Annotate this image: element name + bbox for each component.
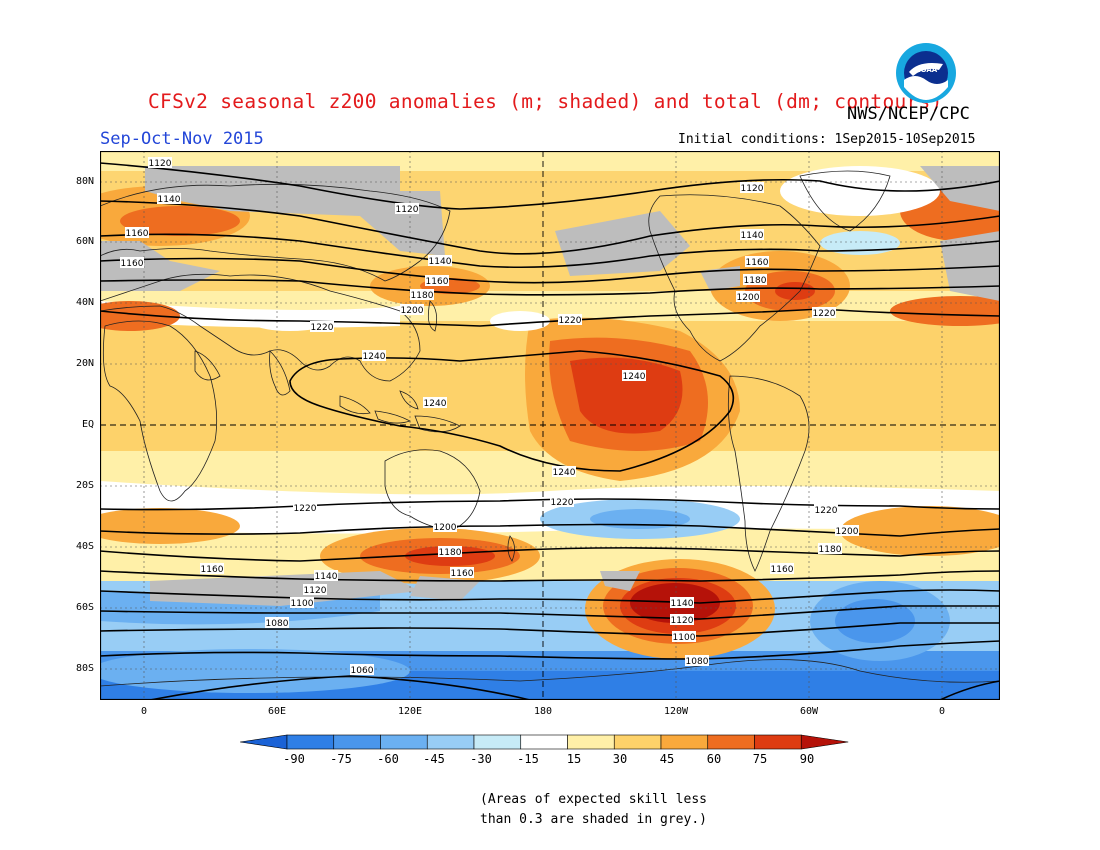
- colorbar-label: -60: [377, 752, 399, 766]
- contour-label: 1180: [819, 545, 842, 555]
- map-title: CFSv2 seasonal z200 anomalies (m; shaded…: [148, 90, 943, 113]
- contour-label: 1200: [401, 306, 424, 316]
- colorbar-label: 45: [659, 752, 675, 766]
- anomaly-map: 1120 1120 1120 1140 1140 1140 1160 1160 …: [100, 151, 1000, 700]
- colorbar-label: 90: [799, 752, 815, 766]
- contour-label: 1160: [746, 258, 769, 268]
- lat-label: 40N: [75, 297, 94, 308]
- colorbar-cell: [380, 734, 428, 750]
- contour-label: 1180: [744, 276, 767, 286]
- contour-label: 1140: [741, 231, 764, 241]
- contour-label: 1240: [424, 399, 447, 409]
- noaa-logo-text: NOAA: [915, 66, 938, 74]
- lat-label: EQ: [81, 419, 94, 430]
- colorbar-cell: [473, 734, 522, 750]
- lon-label: 0: [938, 706, 946, 717]
- lon-label: 60W: [799, 706, 819, 717]
- contour-label: 1240: [623, 372, 646, 382]
- contour-label: 1140: [429, 257, 452, 267]
- contour-label: 1200: [737, 293, 760, 303]
- colorbar: [240, 734, 849, 750]
- contour-label: 1160: [121, 259, 144, 269]
- footnote-line-2: than 0.3 are shaded in grey.): [480, 812, 707, 827]
- contour-label: 1180: [411, 291, 434, 301]
- contour-label: 1160: [201, 565, 224, 575]
- colorbar-cell: [613, 734, 662, 750]
- lon-label: 120W: [663, 706, 689, 717]
- contour-label: 1200: [434, 523, 457, 533]
- colorbar-cell: [754, 734, 802, 750]
- map-frame: [100, 151, 1000, 700]
- colorbar-arrow-left: [240, 734, 288, 750]
- contour-label: 1140: [158, 195, 181, 205]
- contour-label: 1060: [351, 666, 374, 676]
- contour-label: 1160: [426, 277, 449, 287]
- lat-label: 60N: [75, 236, 94, 247]
- lon-label: 60E: [267, 706, 287, 717]
- lat-label: 40S: [75, 541, 94, 552]
- forecast-period: Sep-Oct-Nov 2015: [100, 129, 264, 149]
- contour-labels: 1120 1120 1120 1140 1140 1140 1160 1160 …: [120, 157, 859, 676]
- contour-label: 1100: [291, 599, 314, 609]
- contour-label: 1080: [266, 619, 289, 629]
- lat-label: 20N: [75, 358, 94, 369]
- colorbar-label: -30: [470, 752, 492, 766]
- colorbar-arrow-right: [800, 734, 849, 750]
- colorbar-cell: [660, 734, 709, 750]
- contour-label: 1120: [396, 205, 419, 215]
- lon-label: 0: [140, 706, 148, 717]
- contour-label: 1100: [673, 633, 696, 643]
- colorbar-cell: [286, 734, 335, 750]
- colorbar-label: 30: [612, 752, 628, 766]
- contour-label: 1080: [686, 657, 709, 667]
- contour-label: 1160: [451, 569, 474, 579]
- initial-conditions: Initial conditions: 1Sep2015-10Sep2015: [678, 132, 976, 147]
- colorbar-label: 15: [566, 752, 582, 766]
- lat-label: 20S: [75, 480, 94, 491]
- colorbar-label: -15: [517, 752, 539, 766]
- colorbar-label: 75: [752, 752, 768, 766]
- contour-label: 1120: [671, 616, 694, 626]
- colorbar-cell: [520, 734, 568, 750]
- colorbar-cell: [707, 734, 755, 750]
- colorbar-label: -90: [283, 752, 305, 766]
- contour-label: 1120: [741, 184, 764, 194]
- lat-label: 60S: [75, 602, 94, 613]
- lat-label: 80N: [75, 176, 94, 187]
- contour-label: 1220: [559, 316, 582, 326]
- lat-label: 80S: [75, 663, 94, 674]
- lon-label: 180: [533, 706, 553, 717]
- lon-label: 120E: [397, 706, 423, 717]
- colorbar-label: 60: [706, 752, 722, 766]
- agency-label: NWS/NCEP/CPC: [847, 104, 970, 124]
- contour-label: 1220: [815, 506, 838, 516]
- contour-label: 1220: [294, 504, 317, 514]
- contour-label: 1160: [126, 229, 149, 239]
- contour-label: 1240: [363, 352, 386, 362]
- contour-label: 1140: [315, 572, 338, 582]
- colorbar-cell: [333, 734, 381, 750]
- colorbar-cell: [426, 734, 475, 750]
- contour-label: 1120: [304, 586, 327, 596]
- footnote-line-1: (Areas of expected skill less: [480, 792, 707, 807]
- colorbar-label: -45: [423, 752, 445, 766]
- contour-label: 1140: [671, 599, 694, 609]
- contour-label: 1220: [551, 498, 574, 508]
- noaa-logo-icon: NOAA: [896, 43, 956, 103]
- contour-label: 1220: [311, 323, 334, 333]
- contour-label: 1180: [439, 548, 462, 558]
- contour-label: 1160: [771, 565, 794, 575]
- contour-label: 1200: [836, 527, 859, 537]
- contour-label: 1220: [813, 309, 836, 319]
- graticule: [100, 151, 1000, 700]
- contour-label: 1120: [149, 159, 172, 169]
- colorbar-label: -75: [330, 752, 352, 766]
- contour-label: 1240: [553, 468, 576, 478]
- colorbar-cell: [567, 734, 615, 750]
